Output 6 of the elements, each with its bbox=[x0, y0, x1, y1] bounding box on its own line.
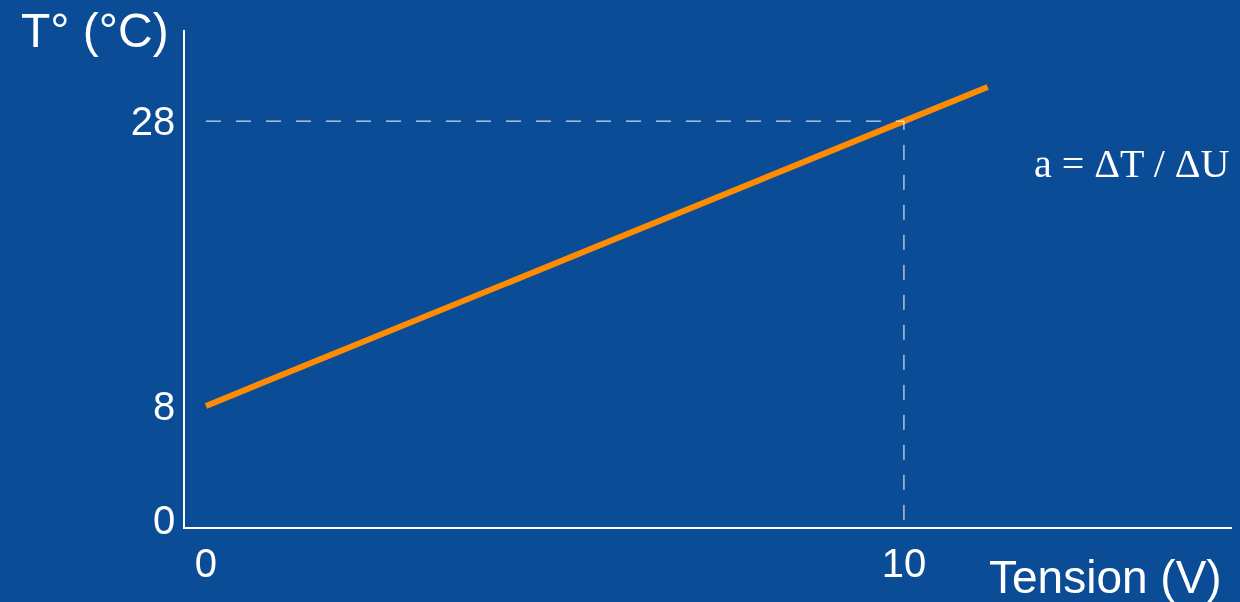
y-tick-label: 0 bbox=[153, 497, 176, 542]
x-tick-label: 10 bbox=[881, 540, 927, 585]
y-tick-label: 8 bbox=[153, 383, 176, 428]
y-tick-label: 28 bbox=[130, 99, 176, 144]
y-axis-title: T° (°C) bbox=[21, 4, 169, 57]
annotation: a = ΔT / ΔU bbox=[1034, 141, 1230, 186]
